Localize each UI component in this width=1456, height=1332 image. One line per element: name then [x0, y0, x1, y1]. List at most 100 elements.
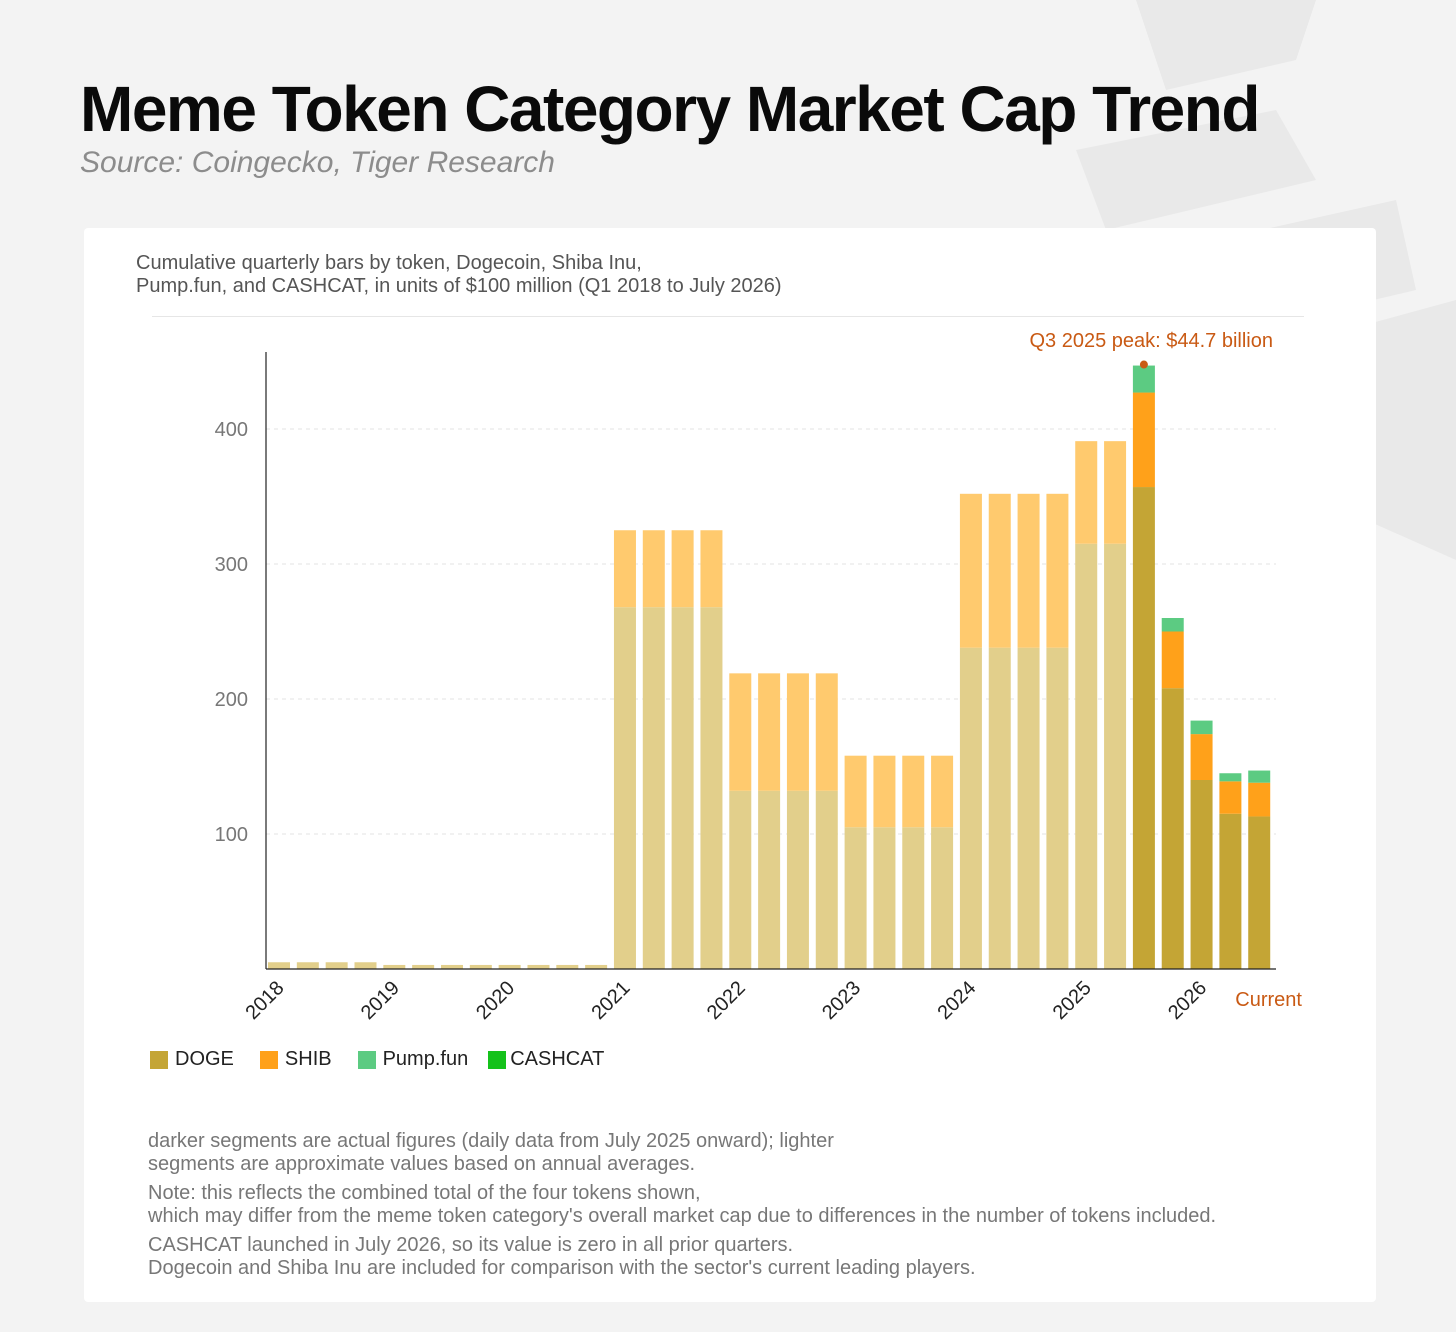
bar-shib-32	[1190, 734, 1213, 780]
bar-doge-6	[440, 964, 463, 969]
bar-doge-13	[642, 607, 665, 969]
bar-pumpfun-31	[1161, 618, 1184, 632]
bar-shib-23	[931, 755, 954, 828]
bar-doge-26	[1017, 647, 1040, 969]
chart-subtitle-line-1: Cumulative quarterly bars by token, Doge…	[136, 252, 642, 274]
bar-shib-30	[1132, 392, 1155, 488]
x-tick-label-2018: 2018	[242, 977, 289, 1024]
bar-shib-20	[844, 755, 867, 828]
x-tick-label-2023: 2023	[818, 977, 865, 1024]
bar-shib-34	[1248, 782, 1271, 817]
x-tick-label-current: Current	[1235, 989, 1302, 1011]
bar-shib-31	[1161, 631, 1184, 689]
bar-pumpfun-33	[1219, 773, 1242, 782]
bar-doge-29	[1104, 543, 1127, 969]
bar-shib-16	[729, 673, 752, 791]
x-tick-label-2025: 2025	[1049, 977, 1096, 1024]
bar-shib-19	[815, 673, 838, 791]
bar-doge-30	[1132, 487, 1155, 969]
legend-item-cashcat: CASHCAT	[488, 1048, 604, 1071]
bar-doge-15	[700, 607, 723, 969]
bar-doge-28	[1075, 543, 1098, 969]
bar-doge-5	[412, 964, 435, 969]
bar-doge-4	[383, 964, 406, 969]
bar-shib-13	[642, 530, 665, 608]
legend-item-pumpfun: Pump.fun	[357, 1048, 468, 1071]
bar-doge-21	[873, 827, 896, 969]
chart-subtitle: Cumulative quarterly bars by token, Doge…	[136, 252, 936, 298]
x-tick-label-2026: 2026	[1164, 977, 1211, 1024]
bar-shib-26	[1017, 493, 1040, 648]
peak-annotation: Q3 2025 peak: $44.7 billion	[1029, 330, 1273, 352]
bar-shib-24	[959, 493, 982, 648]
bar-doge-24	[959, 647, 982, 969]
bar-doge-16	[729, 790, 752, 969]
x-tick-label-2022: 2022	[703, 977, 750, 1024]
bar-pumpfun-32	[1190, 720, 1213, 735]
y-tick-label-200: 200	[215, 689, 248, 711]
bar-shib-28	[1075, 441, 1098, 544]
note-estimation: darker segments are actual figures (dail…	[148, 1130, 834, 1175]
peak-marker	[1139, 360, 1148, 369]
bar-doge-19	[815, 790, 838, 969]
bar-doge-31	[1161, 688, 1184, 969]
bar-doge-0	[268, 962, 290, 969]
bar-shib-14	[671, 530, 694, 608]
bar-doge-33	[1219, 813, 1242, 969]
chart-subtitle-line-2: Pump.fun, and CASHCAT, in units of $100 …	[136, 275, 782, 297]
bar-shib-27	[1046, 493, 1069, 648]
bar-shib-18	[786, 673, 809, 791]
x-tick-label-2020: 2020	[472, 977, 519, 1024]
legend-label-cashcat: CASHCAT	[510, 1048, 605, 1070]
bar-doge-18	[786, 790, 809, 969]
bar-doge-10	[556, 964, 579, 969]
bar-shib-15	[700, 530, 723, 608]
bar-shib-21	[873, 755, 896, 828]
legend-swatch-doge	[150, 1050, 168, 1069]
chart-legend: DOGE SHIB Pump.fun CASHCAT	[150, 1048, 630, 1071]
stacked-bar-chart: 100 200 300 400 2018 2019 2020 2021 2022 2023 2024…	[215, 330, 1303, 1024]
subtitle-divider	[152, 316, 1304, 317]
bar-doge-25	[988, 647, 1011, 969]
bar-doge-23	[931, 827, 954, 969]
bar-doge-22	[902, 827, 925, 969]
x-tick-label-2019: 2019	[357, 977, 404, 1024]
bar-shib-29	[1104, 441, 1127, 544]
bar-doge-7	[469, 964, 492, 969]
bar-doge-1	[296, 962, 319, 969]
legend-label-shib: SHIB	[284, 1048, 332, 1070]
bar-shib-33	[1219, 781, 1242, 814]
bar-doge-27	[1046, 647, 1069, 969]
legend-swatch-cashcat	[488, 1050, 507, 1069]
bar-shib-25	[988, 493, 1011, 648]
note-combined-total: Note: this reflects the combined total o…	[148, 1182, 1217, 1227]
bar-shib-22	[902, 755, 925, 828]
page-title: Meme Token Category Market Cap Trend	[80, 73, 1260, 145]
legend-item-shib: SHIB	[259, 1048, 332, 1071]
bar-doge-17	[758, 790, 781, 969]
chart-notes: darker segments are actual figures (dail…	[148, 1130, 1368, 1286]
bar-pumpfun-34	[1248, 770, 1271, 783]
x-tick-label-2024: 2024	[933, 977, 980, 1024]
y-tick-label-300: 300	[215, 554, 248, 576]
bar-doge-32	[1190, 780, 1213, 969]
bar-doge-34	[1248, 816, 1271, 969]
bar-doge-8	[498, 964, 521, 969]
bar-pumpfun-30	[1132, 365, 1155, 393]
note-cashcat-launch: CASHCAT launched in July 2026, so its va…	[148, 1234, 976, 1279]
legend-swatch-shib	[259, 1050, 278, 1069]
x-tick-label-2021: 2021	[587, 977, 634, 1024]
bar-shib-17	[758, 673, 781, 791]
source-line: Source: Coingecko, Tiger Research	[80, 146, 555, 179]
bar-doge-14	[671, 607, 694, 969]
bar-doge-20	[844, 827, 867, 969]
bar-doge-11	[585, 964, 608, 969]
legend-swatch-pumpfun	[357, 1050, 376, 1069]
legend-label-doge: DOGE	[175, 1048, 234, 1070]
y-tick-label-400: 400	[215, 419, 248, 441]
bar-shib-12	[613, 530, 636, 608]
chart-card: Cumulative quarterly bars by token, Doge…	[84, 228, 1376, 1302]
bar-doge-3	[354, 962, 377, 969]
y-tick-label-100: 100	[215, 824, 248, 846]
legend-item-doge: DOGE	[150, 1048, 234, 1071]
